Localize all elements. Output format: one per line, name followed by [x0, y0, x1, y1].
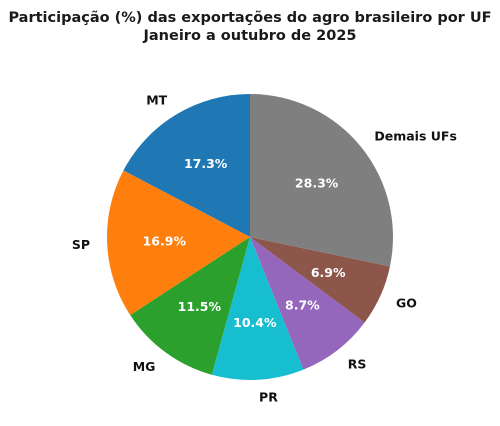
category-label-sp: SP — [72, 237, 90, 252]
pie-slice-demais-ufs — [250, 94, 394, 267]
category-label-rs: RS — [348, 356, 367, 371]
chart-title: Participação (%) das exportações do agro… — [8, 10, 491, 26]
category-label-mt: MT — [146, 92, 167, 107]
percent-label-sp: 16.9% — [143, 234, 187, 249]
percent-label-go: 6.9% — [311, 265, 346, 280]
percent-label-pr: 10.4% — [233, 315, 277, 330]
pie-slices — [106, 94, 394, 380]
category-label-demais-ufs: Demais UFs — [374, 129, 457, 144]
pie-slice-sp — [106, 170, 251, 316]
category-label-go: GO — [396, 295, 417, 310]
percent-label-mt: 17.3% — [184, 156, 228, 171]
pie-slice-mt — [123, 94, 250, 237]
pie-slice-go — [250, 237, 390, 323]
category-label-mg: MG — [133, 359, 156, 374]
pie-slice-mg — [130, 237, 250, 375]
percent-label-demais-ufs: 28.3% — [295, 175, 339, 190]
category-labels: MT SP MG PR RS GO Demais UFs — [72, 92, 457, 404]
pie-slice-pr — [211, 237, 304, 380]
pie-slice-rs — [250, 237, 365, 370]
percent-labels: 17.3% 16.9% 11.5% 10.4% 8.7% 6.9% 28.3% — [143, 156, 346, 330]
percent-label-mg: 11.5% — [178, 299, 222, 314]
chart-subtitle: Janeiro a outubro de 2025 — [143, 28, 357, 44]
category-label-pr: PR — [259, 389, 278, 404]
percent-label-rs: 8.7% — [285, 297, 320, 312]
